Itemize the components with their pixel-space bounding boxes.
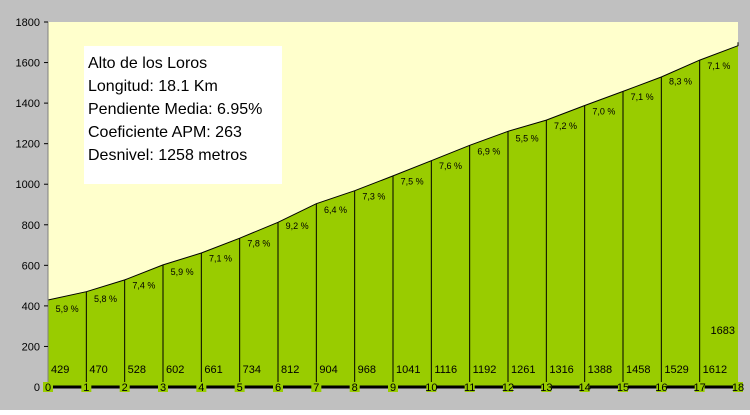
km-marker	[196, 382, 207, 392]
y-tick-label: 0	[34, 382, 40, 394]
info-elevation-gain: Desnivel: 1258 metros	[88, 147, 247, 164]
gradient-label: 5,9 %	[56, 304, 79, 314]
km-marker	[464, 382, 475, 392]
altitude-label: 1612	[703, 364, 727, 376]
profile-line	[47, 42, 739, 301]
altitude-label: 1529	[664, 364, 688, 376]
x-tick-label: 8	[352, 382, 358, 394]
altitude-label: 1316	[549, 364, 573, 376]
x-tick-label: 10	[425, 382, 437, 394]
gradient-label: 7,2 %	[554, 121, 577, 131]
gradient-label: 7,4 %	[132, 280, 155, 290]
altitude-label: 1683	[711, 325, 735, 337]
gradient-label: 8,3 %	[669, 77, 692, 87]
altitude-label: 1261	[511, 364, 535, 376]
x-tick-label: 2	[122, 382, 128, 394]
altitude-label: 429	[51, 364, 69, 376]
altitude-label: 661	[204, 364, 222, 376]
altitude-label: 470	[89, 364, 107, 376]
gradient-label: 7,5 %	[401, 176, 424, 186]
altitude-label: 1116	[434, 364, 457, 376]
km-marker	[579, 382, 590, 392]
gradient-label: 5,9 %	[171, 267, 194, 277]
y-tick-label: 200	[22, 341, 40, 353]
altitude-label: 602	[166, 364, 184, 376]
km-marker	[503, 382, 513, 392]
km-marker	[158, 382, 168, 392]
gradient-label: 7,6 %	[439, 161, 462, 171]
km-marker	[694, 382, 705, 392]
y-tick-label: 400	[22, 301, 40, 313]
x-tick-label: 3	[160, 382, 166, 394]
info-apm-coefficient: Coeficiente APM: 263	[88, 124, 242, 141]
y-tick-label: 800	[22, 220, 40, 232]
km-marker	[311, 382, 322, 392]
x-tick-label: 7	[313, 382, 319, 394]
gradient-label: 6,4 %	[324, 205, 347, 215]
altitude-label: 528	[128, 364, 146, 376]
y-tick-label: 1600	[16, 58, 40, 70]
info-box-background	[84, 46, 282, 184]
y-tick-label: 600	[22, 260, 40, 272]
gradient-label: 7,0 %	[592, 106, 615, 116]
info-length: Longitud: 18.1 Km	[88, 78, 218, 95]
km-marker	[234, 382, 245, 392]
y-tick-label: 1800	[16, 17, 40, 29]
x-tick-label: 6	[275, 382, 281, 394]
y-tick-label: 1200	[16, 139, 40, 151]
x-tick-label: 12	[502, 382, 514, 394]
altitude-label: 968	[358, 364, 376, 376]
x-tick-label: 18	[732, 382, 744, 394]
km-marker	[81, 382, 92, 392]
x-tick-label: 4	[198, 382, 204, 394]
y-tick-label: 1400	[16, 98, 40, 110]
gradient-label: 7,3 %	[362, 191, 385, 201]
x-tick-label: 1	[83, 382, 89, 394]
gradient-label: 7,1 %	[631, 92, 654, 102]
km-marker	[349, 382, 360, 392]
gradient-label: 7,1 %	[209, 254, 232, 264]
altitude-label: 904	[319, 364, 337, 376]
gradient-label: 7,1 %	[707, 61, 730, 71]
km-marker	[273, 382, 283, 392]
gradient-label: 5,5 %	[516, 134, 539, 144]
km-marker	[618, 382, 628, 392]
km-marker	[541, 382, 552, 392]
km-marker	[733, 382, 743, 392]
x-tick-label: 11	[464, 382, 475, 394]
km-marker	[119, 382, 130, 392]
x-tick-label: 13	[540, 382, 552, 394]
altitude-label: 812	[281, 364, 299, 376]
altitude-label: 1041	[396, 364, 420, 376]
km-marker	[656, 382, 667, 392]
x-tick-label: 14	[579, 382, 591, 394]
km-marker	[388, 382, 398, 392]
altitude-label: 1388	[588, 364, 612, 376]
gradient-label: 6,9 %	[477, 146, 500, 156]
x-tick-label: 9	[390, 382, 396, 394]
y-tick-label: 1000	[16, 179, 40, 191]
gradient-label: 5,8 %	[94, 294, 117, 304]
x-tick-label: 17	[694, 382, 706, 394]
info-box: Alto de los Loros Longitud: 18.1 Km Pend…	[84, 46, 282, 184]
gradient-label: 9,2 %	[286, 221, 309, 231]
altitude-label: 734	[243, 364, 261, 376]
x-tick-label: 16	[655, 382, 667, 394]
km-marker	[43, 382, 53, 392]
x-tick-label: 5	[237, 382, 243, 394]
altitude-label: 1458	[626, 364, 650, 376]
x-tick-label: 15	[617, 382, 629, 394]
info-title: Alto de los Loros	[88, 55, 207, 72]
km-marker	[426, 382, 437, 392]
gradient-label: 7,8 %	[247, 238, 270, 248]
x-tick-label: 0	[45, 382, 51, 394]
altitude-label: 1192	[473, 364, 497, 376]
info-avg-gradient: Pendiente Media: 6.95%	[88, 101, 262, 118]
